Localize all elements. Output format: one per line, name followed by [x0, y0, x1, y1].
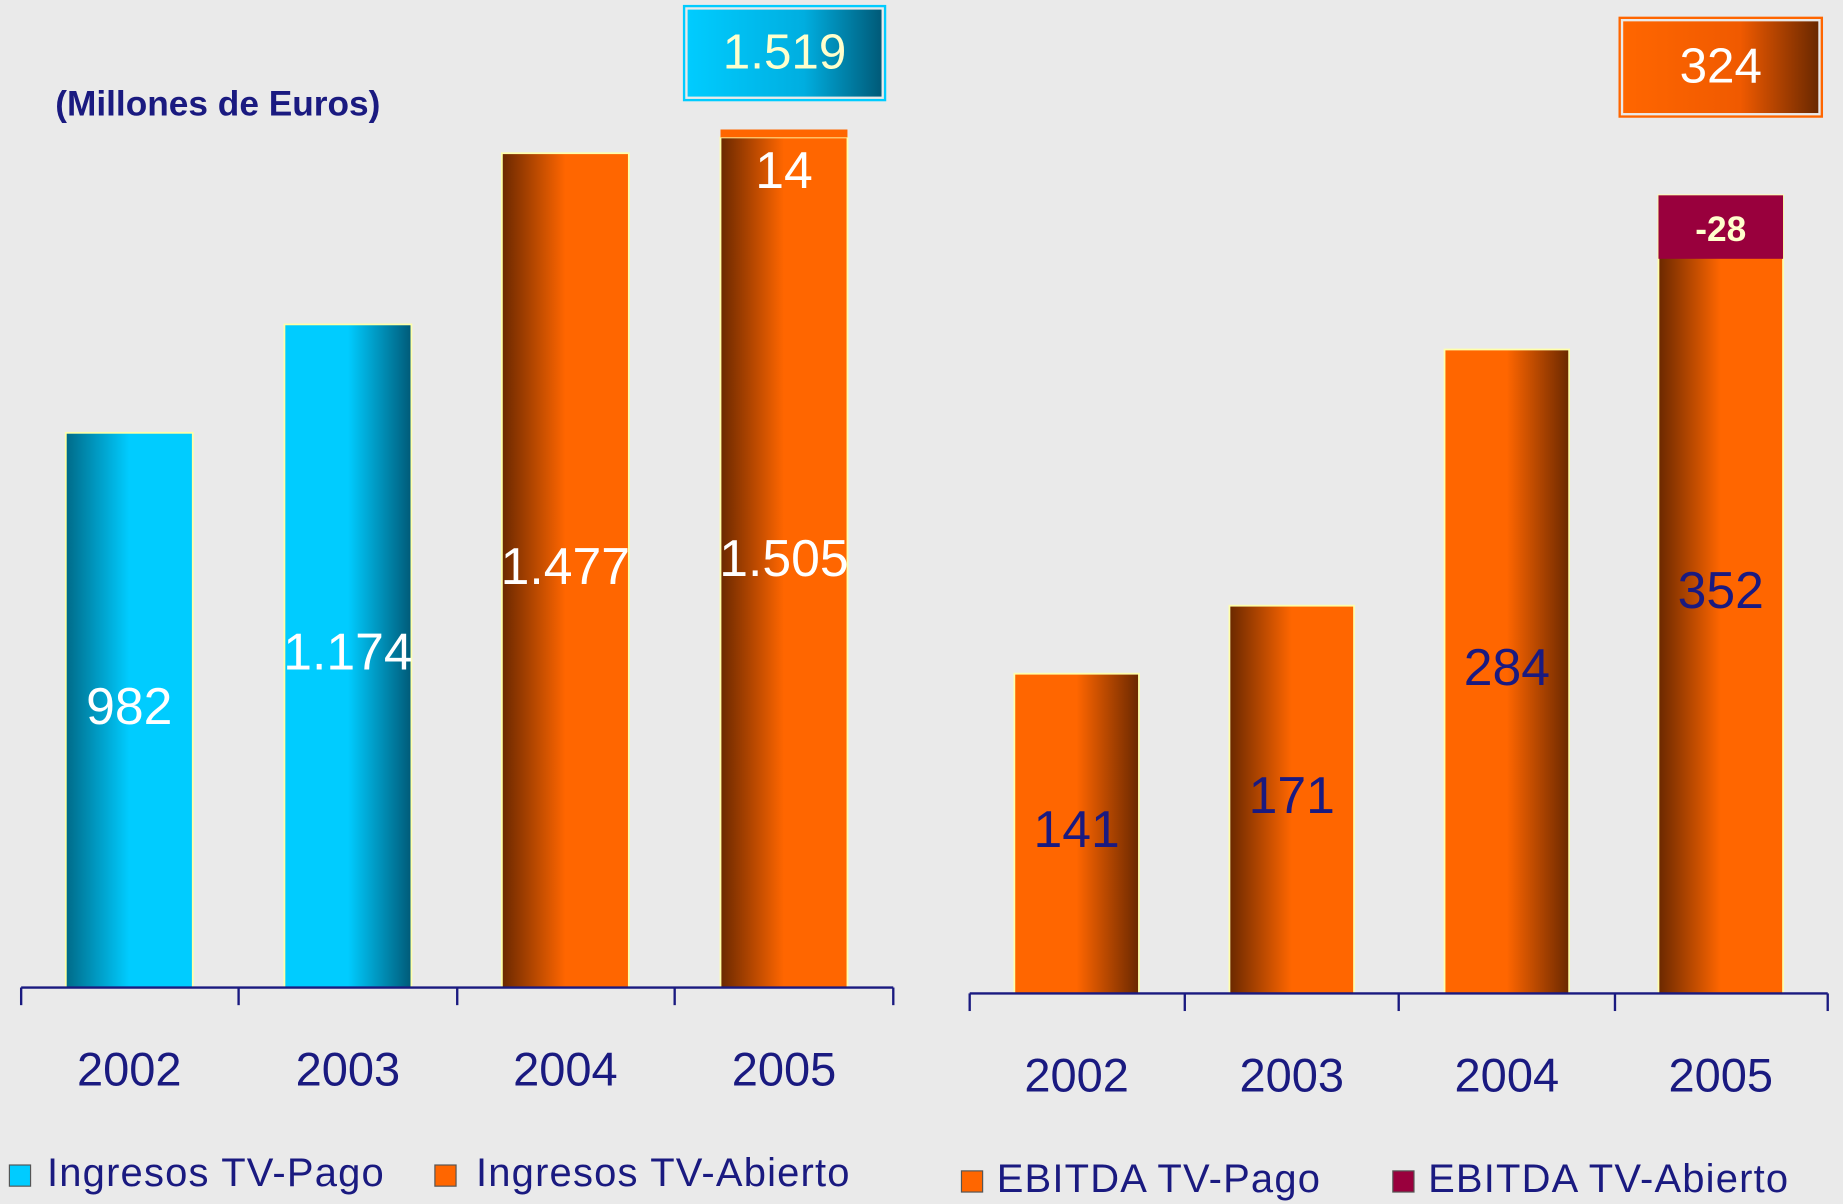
bar — [1658, 195, 1784, 259]
total-label: 324 — [1680, 39, 1762, 94]
data-label: 982 — [86, 677, 172, 735]
x-tick-label: 2003 — [1239, 1049, 1344, 1102]
x-tick-label: 2002 — [1024, 1049, 1129, 1102]
x-tick-label: 2005 — [732, 1043, 837, 1096]
legend-swatch — [960, 1170, 984, 1193]
bar — [1013, 672, 1140, 995]
total-box-outline — [682, 4, 887, 102]
data-label: 352 — [1678, 561, 1764, 619]
bar — [720, 129, 848, 138]
bar — [1443, 348, 1571, 995]
legend-label: EBITDA TV-Pago — [997, 1157, 1321, 1201]
bar — [283, 323, 413, 989]
bar — [1228, 604, 1355, 995]
legend-label: Ingresos TV-Pago — [47, 1151, 385, 1195]
data-label: 284 — [1464, 638, 1550, 696]
subtitle: (Millones de Euros) — [55, 84, 380, 123]
legend-swatch — [1392, 1170, 1415, 1193]
data-label: 1.505 — [719, 529, 848, 587]
data-label: -28 — [1695, 210, 1746, 249]
x-tick-label: 2004 — [1455, 1049, 1560, 1102]
data-label: 1.477 — [501, 537, 630, 595]
total-label: 1.519 — [723, 24, 847, 79]
total-box-outline — [1618, 16, 1824, 118]
x-tick-label: 2003 — [296, 1043, 401, 1096]
x-tick-label: 2004 — [513, 1043, 618, 1096]
total-box — [1623, 21, 1819, 114]
data-label: 1.174 — [283, 623, 412, 681]
data-label: 171 — [1249, 766, 1335, 824]
bar — [1657, 194, 1784, 995]
bar — [501, 152, 630, 989]
total-box — [687, 9, 882, 97]
x-tick-label: 2002 — [77, 1043, 182, 1096]
bar — [719, 136, 849, 989]
data-label: 14 — [755, 141, 813, 199]
legend-label: EBITDA TV-Abierto — [1428, 1157, 1789, 1201]
bar — [64, 431, 194, 989]
legend-swatch — [8, 1164, 32, 1187]
x-tick-label: 2005 — [1668, 1049, 1773, 1102]
legend-swatch — [434, 1164, 457, 1187]
legend-label: Ingresos TV-Abierto — [476, 1151, 851, 1195]
data-label: 141 — [1034, 800, 1120, 858]
